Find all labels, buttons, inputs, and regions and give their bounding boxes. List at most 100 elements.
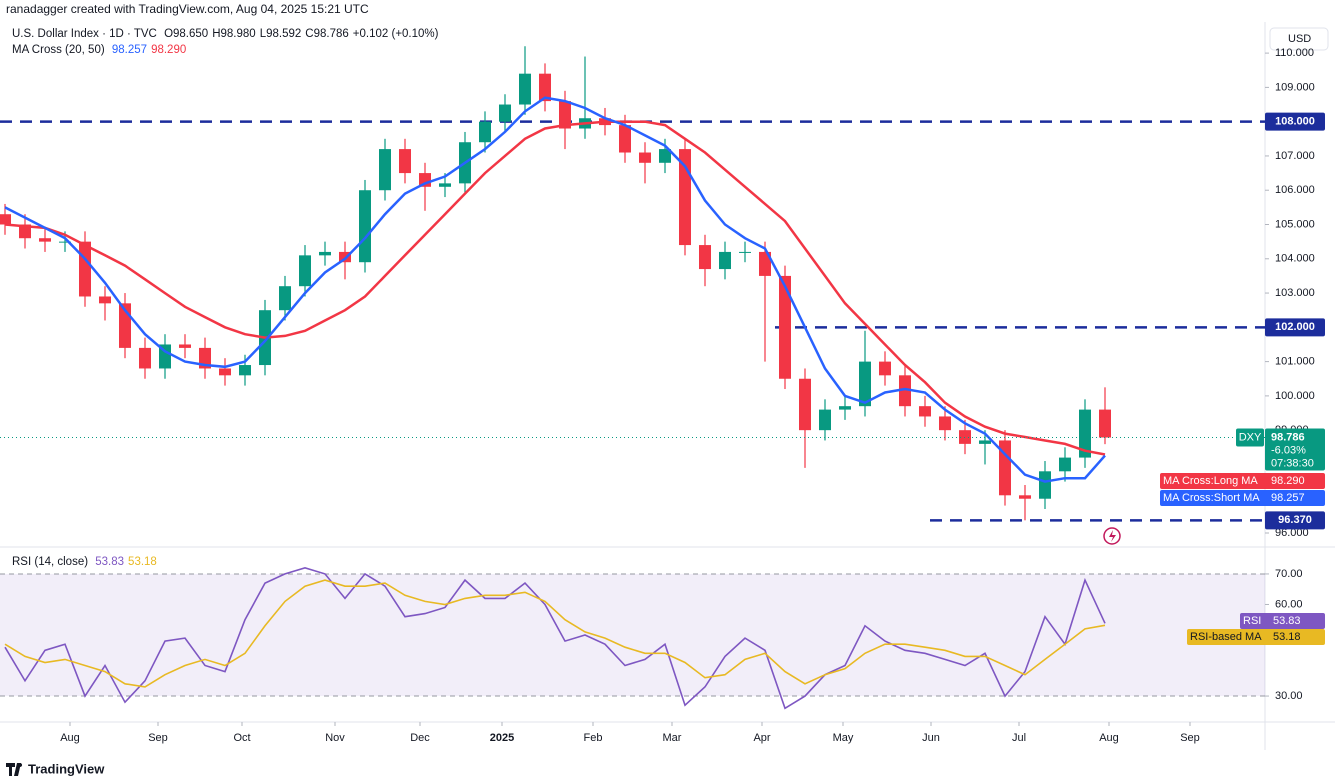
event-icon[interactable]	[1103, 527, 1121, 545]
quote-value: 98.592	[266, 28, 302, 40]
rsi-value: 53.18	[128, 556, 157, 568]
candle-body	[239, 365, 251, 376]
candle-body	[919, 406, 931, 417]
candle-body	[219, 368, 231, 376]
ma-label-name: MA Cross:Long MA	[1163, 475, 1258, 487]
quote-key: C	[305, 28, 314, 40]
candle-body	[559, 101, 571, 129]
brand: TradingView	[28, 761, 105, 776]
candle-body	[939, 416, 951, 431]
symbol-title: U.S. Dollar Index · 1D · TVC	[12, 28, 157, 40]
change-pct: -6.03%	[1271, 444, 1306, 456]
y-tick-label: 30.00	[1275, 690, 1303, 702]
countdown: 07:38:30	[1271, 457, 1314, 469]
y-tick-label: 105.000	[1275, 218, 1315, 230]
candle-body	[739, 251, 751, 253]
price-box	[1265, 428, 1325, 471]
candle-body	[699, 245, 711, 270]
ma-label-box	[1160, 490, 1325, 506]
quote-value: 98.786	[313, 28, 349, 40]
level-label: 102.000	[1275, 321, 1315, 333]
candle-body	[79, 241, 91, 297]
y-tick-label: 106.000	[1275, 184, 1315, 196]
series-line	[4, 566, 1106, 710]
rsi-legend: RSI (14, close) 53.83 53.18	[12, 556, 161, 568]
y-tick-label: 100.000	[1275, 390, 1315, 402]
x-tick-label: Mar	[663, 732, 682, 744]
x-tick-label: Jun	[922, 732, 940, 744]
ma-label-value: 98.290	[1271, 475, 1305, 487]
rsi-label-value: 53.83	[1273, 615, 1301, 627]
x-tick-label: Aug	[1099, 732, 1119, 744]
level-label-box	[1265, 112, 1325, 131]
quote-value: 98.650	[173, 28, 209, 40]
candle-body	[99, 296, 111, 304]
candle-body	[999, 440, 1011, 496]
ma-label-value: 98.257	[1271, 492, 1305, 504]
rsi-value: 53.83	[95, 556, 125, 568]
x-tick-label: Sep	[1180, 732, 1200, 744]
rsi-band	[0, 573, 1265, 697]
x-tick-label: Dec	[410, 732, 430, 744]
y-tick-label: 96.000	[1275, 527, 1309, 539]
rsi-label-name: RSI-based MA	[1190, 631, 1262, 643]
candle-body	[1019, 495, 1031, 499]
series-line	[4, 579, 1106, 688]
candle-body	[1039, 471, 1051, 499]
symbol: DXY	[1239, 431, 1262, 443]
candle-body	[39, 238, 51, 242]
price-legend: U.S. Dollar Index · 1D · TVC O98.650 H98.…	[12, 28, 442, 40]
rsi-label-box	[1240, 613, 1325, 629]
ma-value: 98.290	[151, 44, 187, 56]
quote-key: O	[164, 28, 174, 40]
rsi-title: RSI (14, close)	[12, 556, 89, 568]
candle-body	[379, 149, 391, 191]
candle-body	[859, 361, 871, 407]
candle-body	[399, 149, 411, 174]
candle-body	[979, 440, 991, 444]
candle-body	[639, 152, 651, 163]
y-tick-label: 103.000	[1275, 287, 1315, 299]
candle-body	[659, 149, 671, 163]
candle-body	[59, 241, 71, 243]
series-line	[4, 120, 1106, 456]
x-tick-label: Jul	[1012, 732, 1026, 744]
candle-body	[519, 73, 531, 105]
quote-value: 98.980	[220, 28, 256, 40]
indicator-title: MA Cross (20, 50)	[12, 44, 105, 56]
level-label: 96.370	[1278, 514, 1312, 526]
x-tick-label: Feb	[584, 732, 603, 744]
series-line	[4, 96, 1106, 483]
last-price: 98.786	[1271, 431, 1305, 443]
candle-body	[819, 409, 831, 431]
currency-box[interactable]	[1269, 27, 1329, 51]
candle-body	[839, 406, 851, 410]
candle-body	[499, 104, 511, 122]
ma-label-box	[1160, 473, 1325, 489]
candle-body	[359, 190, 371, 263]
currency: USD	[1288, 33, 1311, 45]
rsi-label-value: 53.18	[1273, 631, 1301, 643]
y-tick-label: 107.000	[1275, 150, 1315, 162]
candle-body	[319, 251, 331, 256]
x-tick-label: Apr	[753, 732, 770, 744]
x-tick-label: Oct	[233, 732, 250, 744]
rsi-label-name: RSI	[1243, 615, 1261, 627]
candle-body	[479, 121, 491, 143]
level-label-box	[1265, 511, 1325, 530]
candle-body	[719, 251, 731, 270]
candle-body	[879, 361, 891, 376]
ma-label-name: MA Cross:Short MA	[1163, 492, 1260, 504]
candle-body	[539, 73, 551, 102]
x-tick-label: May	[833, 732, 854, 744]
brand-logo	[6, 763, 23, 776]
ma-value: 98.257	[111, 44, 148, 56]
candle-body	[759, 251, 771, 276]
level-label-box	[1265, 318, 1325, 337]
x-tick-label: 2025	[490, 732, 514, 744]
y-tick-label: 60.00	[1275, 598, 1303, 610]
candle-body	[179, 344, 191, 348]
event-bolt	[1109, 530, 1116, 542]
y-tick-label: 70.00	[1275, 568, 1303, 580]
candle-body	[439, 183, 451, 187]
